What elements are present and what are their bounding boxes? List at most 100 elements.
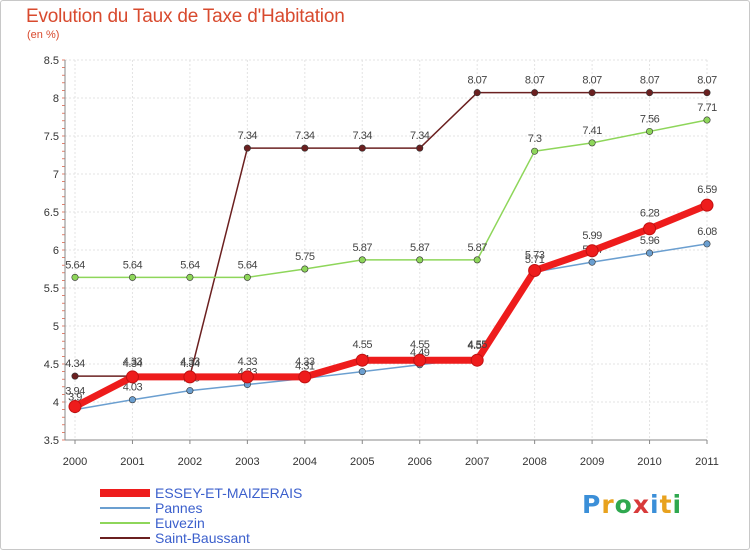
data-point: [643, 222, 657, 236]
data-label: 7.41: [582, 125, 602, 137]
legend-label: Saint-Baussant: [155, 530, 250, 546]
x-tick-label: 2009: [580, 456, 604, 468]
data-point: [588, 89, 596, 97]
data-label: 4.33: [123, 356, 143, 368]
data-point: [473, 256, 481, 264]
x-tick-label: 2011: [695, 456, 719, 468]
data-label: 5.64: [238, 259, 258, 271]
y-tick-label: 4.5: [44, 359, 59, 371]
legend-label: Pannes: [155, 500, 202, 516]
data-point: [646, 127, 654, 135]
data-label: 7.34: [295, 130, 315, 142]
data-point: [128, 273, 136, 281]
data-point: [416, 144, 424, 152]
logo-letter: i: [672, 490, 683, 519]
data-point: [358, 368, 366, 376]
data-label: 4.34: [65, 358, 85, 370]
y-tick-label: 4: [53, 397, 59, 409]
data-point: [358, 256, 366, 264]
legend-label: Euvezin: [155, 515, 205, 531]
data-point: [703, 116, 711, 124]
logo-letter: r: [601, 490, 615, 519]
data-point: [128, 396, 136, 404]
x-tick-label: 2000: [63, 456, 87, 468]
data-label: 4.34: [180, 358, 200, 370]
data-point: [588, 258, 596, 266]
data-point: [71, 372, 79, 380]
series-euvezin: 5.64 5.64 5.64 5.64 5.75 5.87 5.87 5.87 7.3 7.41 7…: [65, 102, 718, 281]
x-tick-label: 2006: [407, 456, 431, 468]
data-label: 5.71: [525, 254, 545, 266]
legend-label: ESSEY-ET-MAIZERAIS: [155, 485, 302, 501]
data-point: [588, 139, 596, 147]
data-point: [186, 387, 194, 395]
series-pannes: 3.94.034.154.234.314.44.494.585.715.845.…: [68, 226, 718, 414]
data-label: 6.59: [697, 184, 717, 196]
data-label: 8.07: [525, 75, 545, 87]
data-label: 8.07: [697, 75, 717, 87]
series-saint-baussant: 4.34 4.34 4.34 7.34 7.34 7.34 7.34 8.07 8.07 8.07…: [65, 75, 718, 380]
data-label: 5.96: [640, 235, 660, 247]
data-point: [240, 370, 254, 384]
x-tick-label: 2004: [293, 456, 317, 468]
series-essey-et-maizerais: 3.94 4.33 4.33 4.33 4.33 4.55 4.55 4.55 5.73 5.99…: [65, 184, 718, 414]
data-label: 5.99: [582, 230, 602, 242]
data-label: 4.55: [410, 339, 430, 351]
y-tick-label: 5.5: [44, 283, 59, 295]
y-tick-label: 6: [53, 245, 59, 257]
data-label: 5.64: [65, 259, 85, 271]
y-tick-label: 3.5: [44, 435, 59, 447]
x-tick-label: 2007: [465, 456, 489, 468]
data-label: 7.71: [697, 102, 717, 114]
data-point: [531, 147, 539, 155]
data-point: [528, 264, 542, 278]
data-label: 7.3: [528, 133, 542, 145]
data-label: 7.34: [353, 130, 373, 142]
data-point: [646, 89, 654, 97]
data-point: [703, 89, 711, 97]
x-tick-label: 2008: [522, 456, 546, 468]
data-point: [700, 198, 714, 212]
data-point: [413, 353, 427, 367]
y-tick-label: 8.5: [44, 55, 59, 67]
data-label: 4.55: [467, 339, 487, 351]
data-label: 6.28: [640, 208, 660, 220]
data-label: 6.08: [697, 226, 717, 238]
data-point: [71, 273, 79, 281]
data-point: [68, 400, 82, 414]
data-point: [183, 370, 197, 384]
series-line: [75, 119, 708, 279]
data-point: [585, 244, 599, 258]
logo-letter: i: [650, 490, 660, 519]
logo-letter: P: [582, 490, 602, 519]
x-tick-label: 2010: [637, 456, 661, 468]
data-point: [646, 249, 654, 257]
data-label: 5.75: [295, 251, 315, 263]
data-label: 5.64: [180, 259, 200, 271]
proxiti-logo: Proxiti: [582, 490, 682, 519]
data-label: 4.31: [295, 360, 315, 372]
y-tick-label: 7.5: [44, 131, 59, 143]
data-label: 8.07: [582, 75, 602, 87]
data-label: 5.73: [525, 250, 545, 262]
data-point: [355, 353, 369, 367]
y-tick-label: 5: [53, 321, 59, 333]
data-label: 4.55: [353, 339, 373, 351]
data-label: 8.07: [467, 75, 487, 87]
data-point: [470, 353, 484, 367]
data-label: 5.87: [467, 242, 487, 254]
data-label: 5.64: [123, 259, 143, 271]
data-point: [243, 144, 251, 152]
series-line: [74, 243, 708, 411]
data-label: 4.03: [123, 382, 143, 394]
data-point: [301, 265, 309, 273]
data-label: 5.87: [410, 242, 430, 254]
y-tick-label: 8: [53, 93, 59, 105]
y-tick-label: 7: [53, 169, 59, 181]
data-point: [125, 370, 139, 384]
data-point: [416, 256, 424, 264]
series-line: [75, 91, 707, 377]
data-point: [186, 273, 194, 281]
